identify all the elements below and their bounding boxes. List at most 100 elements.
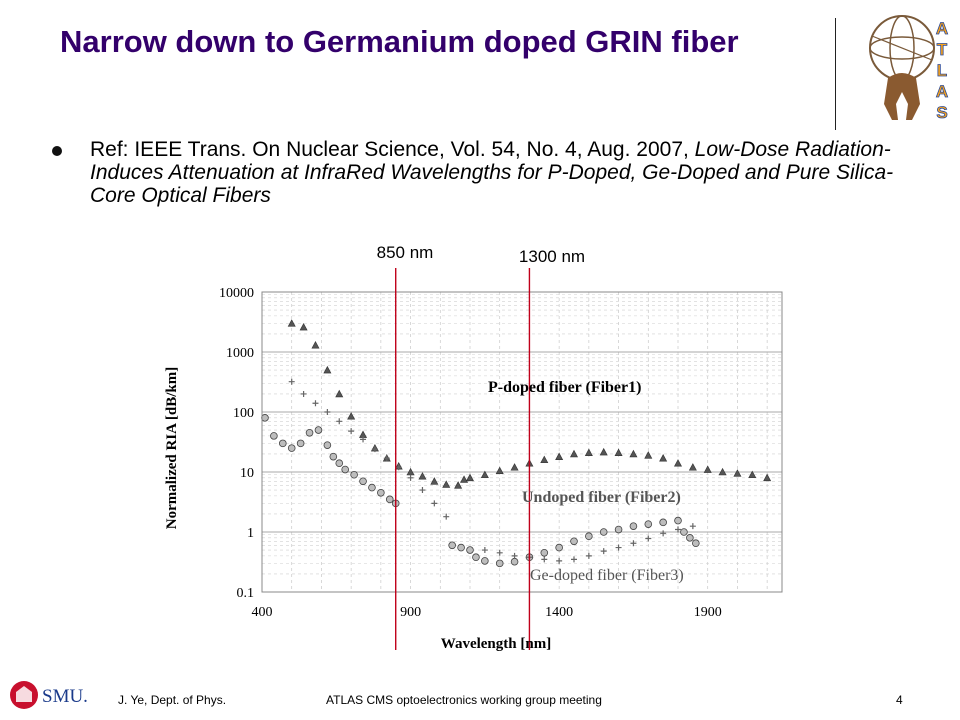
point-triangle xyxy=(460,475,469,483)
point-circle xyxy=(570,537,578,546)
reference-paper-title: Low-Dose Radiation-Induces Attenuation a… xyxy=(90,138,894,207)
atlas-letter: A xyxy=(936,19,948,38)
y-tick-label: 10 xyxy=(240,466,254,481)
x-tick-label: 900 xyxy=(400,605,421,620)
point-plus xyxy=(348,428,355,435)
point-circle xyxy=(377,489,385,497)
plot-frame xyxy=(261,291,783,593)
point-plus xyxy=(675,526,681,533)
point-plus xyxy=(288,378,295,385)
point-plus xyxy=(395,464,402,471)
series-0 xyxy=(287,319,772,489)
point-plus xyxy=(312,400,319,407)
point-circle xyxy=(457,543,465,552)
point-triangle xyxy=(718,467,727,476)
point-circle xyxy=(481,557,489,565)
point-plus xyxy=(300,390,307,397)
smu-logo-icon: SMU. xyxy=(10,681,88,709)
point-triangle xyxy=(673,459,683,467)
y-tick-label: 1 xyxy=(247,526,254,541)
point-circle xyxy=(466,546,474,554)
point-triangle xyxy=(323,365,332,374)
footer-author: J. Ye, Dept. of Phys. xyxy=(118,693,227,707)
point-triangle xyxy=(287,319,296,327)
point-triangle xyxy=(748,470,757,479)
point-triangle xyxy=(347,412,356,420)
point-plus xyxy=(419,487,426,494)
axes: 0.1 1 10 100 1000 10000 400 900 1400 1900 xyxy=(219,286,783,620)
point-triangle xyxy=(430,477,439,485)
point-circle xyxy=(368,483,376,492)
point-circle xyxy=(278,439,287,448)
point-plus xyxy=(630,540,637,547)
point-plus xyxy=(336,418,343,425)
point-triangle xyxy=(510,463,519,471)
marker-label-850: 850 nm xyxy=(377,243,434,262)
atlas-letter: A xyxy=(936,82,948,101)
point-triangle xyxy=(703,465,712,473)
y-tick-label: 0.1 xyxy=(237,586,255,601)
point-plus xyxy=(645,535,652,542)
point-plus xyxy=(511,552,518,559)
point-triangle xyxy=(763,473,772,482)
point-plus xyxy=(600,548,607,555)
point-triangle xyxy=(480,470,489,479)
point-circle xyxy=(510,557,519,566)
wavelength-markers xyxy=(395,268,531,650)
point-circle xyxy=(472,553,480,562)
point-triangle xyxy=(629,449,638,458)
point-triangle xyxy=(644,451,653,459)
point-triangle xyxy=(733,469,742,477)
point-circle xyxy=(261,414,269,422)
point-plus xyxy=(371,446,378,453)
point-circle xyxy=(674,516,682,525)
point-plus xyxy=(360,436,367,443)
point-triangle xyxy=(614,448,623,456)
series-label-ge-doped: Ge-doped fiber (Fiber3) xyxy=(530,567,684,584)
x-tick-label: 1900 xyxy=(694,605,722,620)
series-1 xyxy=(261,414,700,568)
y-tick-label: 10000 xyxy=(219,286,254,301)
point-triangle xyxy=(569,449,579,458)
point-plus xyxy=(541,556,548,563)
series-label-p-doped: P-doped fiber (Fiber1) xyxy=(488,379,641,396)
footer-page-number: 4 xyxy=(896,693,903,707)
atlas-letter: S xyxy=(936,103,947,122)
point-circle xyxy=(599,528,608,536)
point-triangle xyxy=(311,341,320,349)
series-group xyxy=(261,319,772,568)
point-circle xyxy=(385,495,394,504)
point-plus xyxy=(660,530,667,537)
point-circle xyxy=(341,465,350,474)
point-circle xyxy=(448,541,456,550)
point-triangle xyxy=(335,389,344,398)
point-plus xyxy=(571,556,577,563)
y-tick-label: 1000 xyxy=(226,346,254,361)
marker-label-1300: 1300 nm xyxy=(519,247,585,266)
point-circle xyxy=(323,441,332,449)
point-circle xyxy=(659,518,667,527)
smu-wordmark: SMU. xyxy=(42,686,88,707)
point-plus xyxy=(615,544,622,551)
plot-area xyxy=(262,292,782,592)
reference-text: Ref: IEEE Trans. On Nuclear Science, Vol… xyxy=(90,138,910,207)
point-circle xyxy=(680,528,688,536)
point-circle xyxy=(629,522,638,530)
x-tick-label: 1400 xyxy=(545,605,573,620)
header-divider xyxy=(835,18,836,130)
point-triangle xyxy=(454,481,463,489)
point-circle xyxy=(555,543,563,552)
slide-title: Narrow down to Germanium doped GRIN fibe… xyxy=(60,24,739,59)
y-axis-label: Normalized RIA [dB/km] xyxy=(164,367,180,530)
point-plus xyxy=(324,409,331,415)
point-triangle xyxy=(495,466,504,475)
point-circle xyxy=(270,432,278,440)
point-circle xyxy=(335,459,344,468)
point-triangle xyxy=(659,454,668,462)
point-triangle xyxy=(299,322,308,331)
point-circle xyxy=(296,439,305,448)
point-circle xyxy=(540,549,549,557)
point-plus xyxy=(585,552,592,559)
point-circle xyxy=(692,539,700,548)
